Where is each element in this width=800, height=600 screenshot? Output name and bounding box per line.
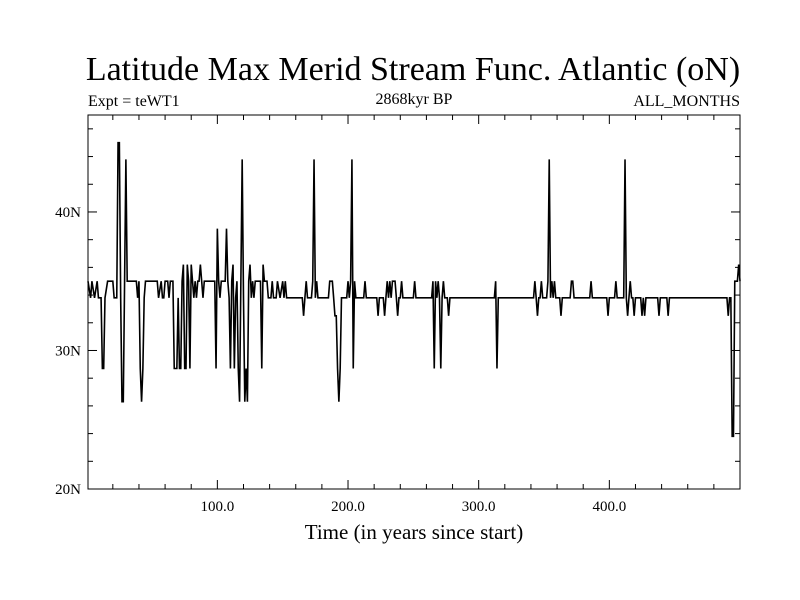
x-tick-label: 400.0 — [592, 499, 626, 515]
y-tick-label: 30N — [55, 343, 81, 359]
chart-title: Latitude Max Merid Stream Func. Atlantic… — [86, 51, 740, 88]
x-tick-label: 200.0 — [331, 499, 365, 515]
x-axis-label: Time (in years since start) — [305, 520, 524, 544]
y-tick-label: 20N — [55, 482, 81, 498]
latitude-series-line — [87, 141, 741, 438]
y-tick-labels: 20N 30N 40N — [55, 205, 81, 498]
axis-ticks — [88, 115, 740, 489]
x-tick-label: 100.0 — [200, 499, 234, 515]
period-label: 2868kyr BP — [376, 91, 453, 108]
x-tick-labels: 100.0 200.0 300.0 400.0 — [200, 499, 626, 515]
x-tick-label: 300.0 — [462, 499, 496, 515]
months-label: ALL_MONTHS — [633, 93, 740, 110]
y-tick-label: 40N — [55, 205, 81, 221]
plot-frame — [87, 114, 741, 490]
experiment-label: Expt = teWT1 — [88, 93, 180, 110]
